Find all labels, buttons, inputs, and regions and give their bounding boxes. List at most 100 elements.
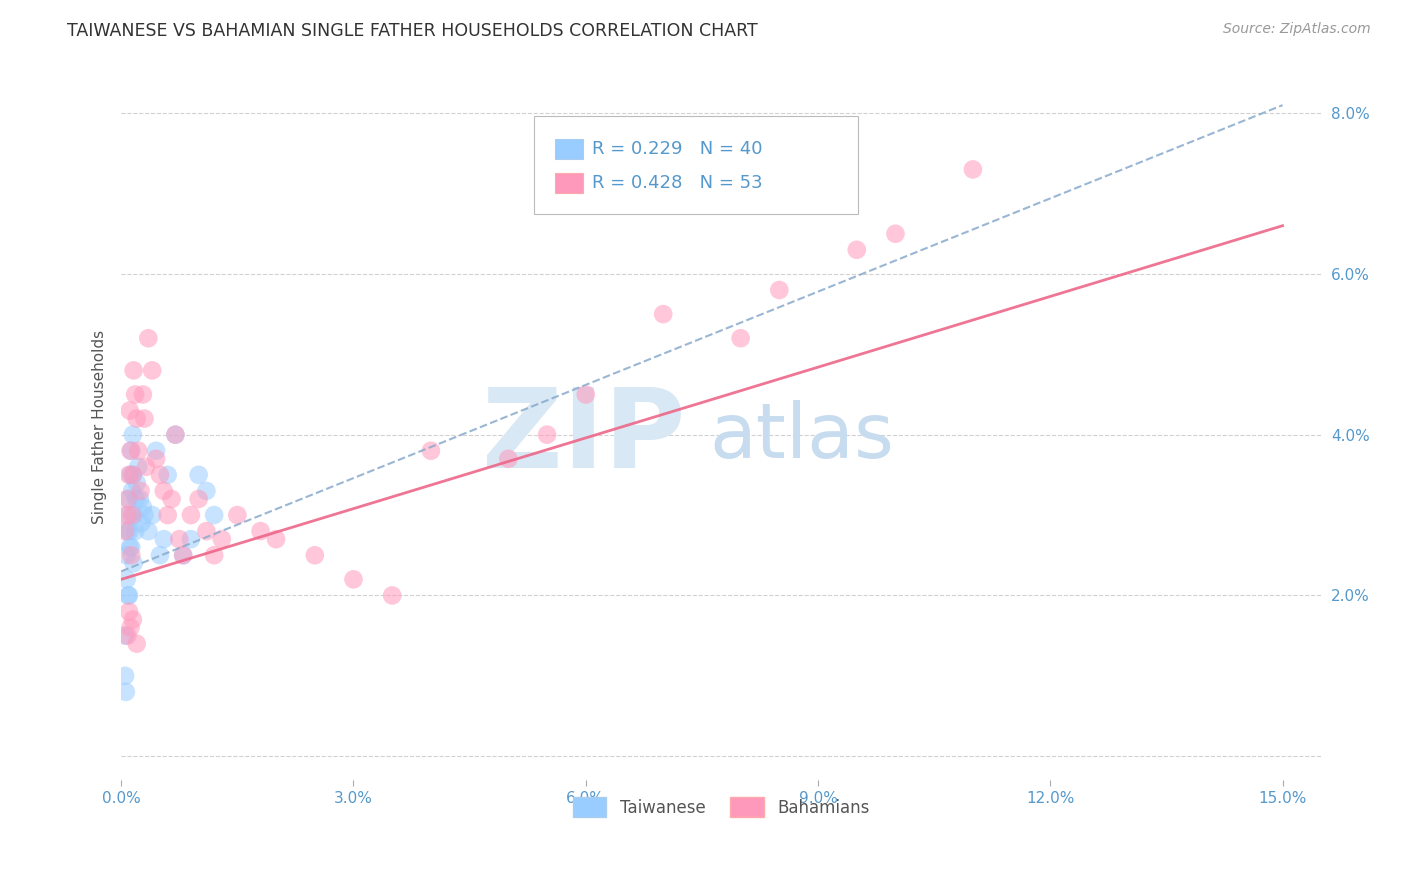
Point — [884, 227, 907, 241]
Point — [125, 491, 148, 506]
Point — [120, 443, 142, 458]
Point — [575, 387, 598, 401]
Point — [125, 637, 148, 651]
Point — [124, 524, 146, 538]
Point — [180, 508, 202, 522]
Point — [342, 573, 364, 587]
Y-axis label: Single Father Households: Single Father Households — [93, 329, 107, 524]
Point — [249, 524, 271, 538]
Point — [132, 387, 155, 401]
Point — [121, 467, 143, 482]
Point — [145, 443, 167, 458]
Point — [118, 491, 141, 506]
Point — [172, 548, 194, 562]
Point — [768, 283, 790, 297]
Point — [381, 589, 404, 603]
Point — [125, 475, 148, 490]
Point — [165, 427, 187, 442]
Point — [202, 548, 225, 562]
Point — [118, 467, 141, 482]
Point — [122, 363, 145, 377]
Point — [121, 427, 143, 442]
Point — [115, 548, 138, 562]
Point — [132, 500, 155, 514]
Point — [120, 548, 142, 562]
Point — [165, 427, 187, 442]
Point — [264, 532, 287, 546]
Point — [131, 516, 153, 530]
Point — [121, 508, 143, 522]
Point — [202, 508, 225, 522]
Point — [962, 162, 984, 177]
Point — [120, 467, 142, 482]
Point — [134, 411, 156, 425]
Point — [845, 243, 868, 257]
Point — [115, 685, 138, 699]
Point — [118, 540, 141, 554]
Point — [117, 491, 139, 506]
Point — [118, 589, 141, 603]
Point — [117, 524, 139, 538]
Point — [117, 629, 139, 643]
Point — [156, 467, 179, 482]
Point — [187, 491, 209, 506]
Point — [153, 483, 176, 498]
Point — [114, 629, 136, 643]
Point — [149, 548, 172, 562]
Point — [226, 508, 249, 522]
Point — [172, 548, 194, 562]
Point — [211, 532, 233, 546]
Point — [136, 524, 159, 538]
Text: ZIP: ZIP — [482, 384, 685, 491]
Point — [156, 508, 179, 522]
Point — [117, 589, 139, 603]
Text: R = 0.229   N = 40: R = 0.229 N = 40 — [592, 140, 762, 158]
Point — [115, 573, 138, 587]
Point — [180, 532, 202, 546]
Point — [120, 443, 142, 458]
Point — [149, 467, 172, 482]
Point — [118, 524, 141, 538]
Point — [125, 411, 148, 425]
Point — [730, 331, 752, 345]
Legend: Taiwanese, Bahamians: Taiwanese, Bahamians — [565, 789, 877, 825]
Point — [498, 451, 520, 466]
Point — [135, 459, 157, 474]
Point — [145, 451, 167, 466]
Point — [304, 548, 326, 562]
Point — [124, 508, 146, 522]
Point — [120, 621, 142, 635]
Point — [114, 669, 136, 683]
Text: Source: ZipAtlas.com: Source: ZipAtlas.com — [1223, 22, 1371, 37]
Point — [121, 467, 143, 482]
Point — [118, 605, 141, 619]
Point — [117, 508, 139, 522]
Point — [536, 427, 558, 442]
Point — [141, 508, 163, 522]
Point — [160, 491, 183, 506]
Point — [120, 540, 142, 554]
Point — [134, 508, 156, 522]
Point — [129, 483, 152, 498]
Point — [419, 443, 441, 458]
Text: R = 0.428   N = 53: R = 0.428 N = 53 — [592, 174, 762, 192]
Point — [114, 524, 136, 538]
Point — [136, 331, 159, 345]
Point — [121, 613, 143, 627]
Point — [652, 307, 675, 321]
Point — [195, 524, 218, 538]
Point — [121, 483, 143, 498]
Point — [122, 556, 145, 570]
Point — [128, 491, 150, 506]
Point — [169, 532, 191, 546]
Point — [124, 387, 146, 401]
Text: TAIWANESE VS BAHAMIAN SINGLE FATHER HOUSEHOLDS CORRELATION CHART: TAIWANESE VS BAHAMIAN SINGLE FATHER HOUS… — [67, 22, 758, 40]
Point — [195, 483, 218, 498]
Point — [127, 459, 149, 474]
Text: atlas: atlas — [709, 401, 894, 475]
Point — [115, 508, 138, 522]
Point — [127, 443, 149, 458]
Point — [153, 532, 176, 546]
Point — [141, 363, 163, 377]
Point — [118, 403, 141, 417]
